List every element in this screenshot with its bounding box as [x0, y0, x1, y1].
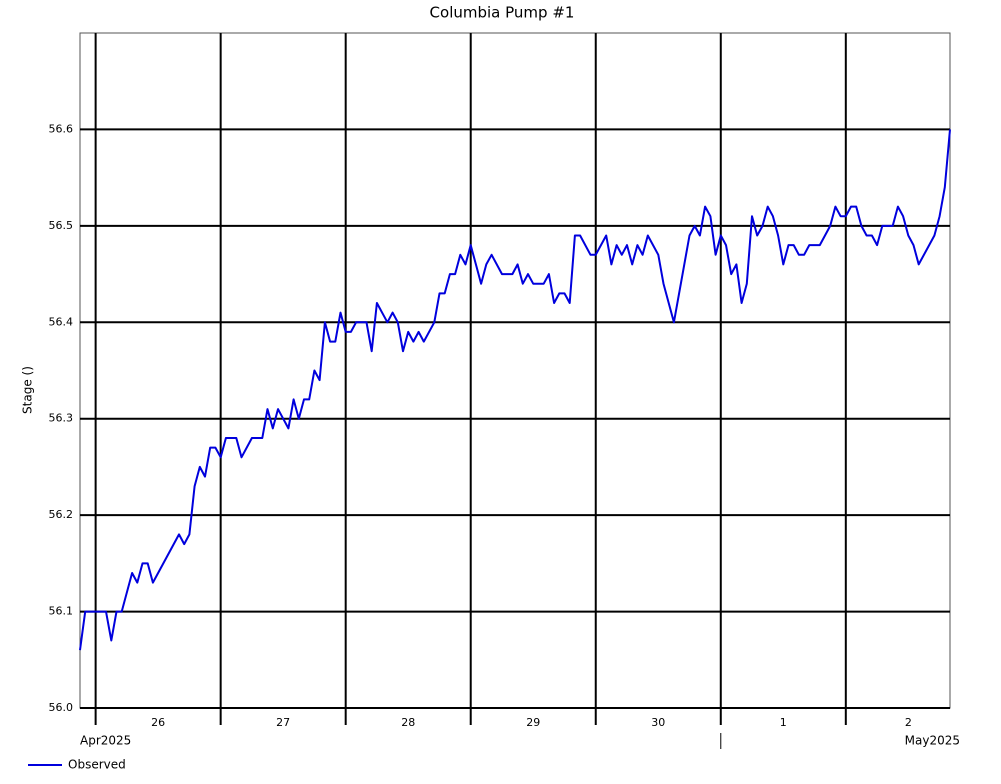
- plot-frame: [79, 32, 951, 709]
- x-tick-label: 29: [526, 716, 540, 729]
- y-tick-label: 56.2: [49, 508, 74, 521]
- x-tick-label: 27: [276, 716, 290, 729]
- y-tick-label: 56.6: [49, 122, 74, 135]
- y-tick-label: 56.1: [49, 605, 74, 618]
- x-tick-label: 26: [151, 716, 165, 729]
- y-tick-label: 56.0: [49, 701, 74, 714]
- y-axis-label: Stage (): [21, 366, 35, 414]
- month-label: Apr2025: [80, 734, 131, 748]
- y-tick-label: 56.3: [49, 412, 74, 425]
- chart-title: Columbia Pump #1: [430, 4, 575, 22]
- x-tick-label: 1: [780, 716, 787, 729]
- month-label: May2025: [905, 734, 960, 748]
- legend-label: Observed: [68, 758, 126, 772]
- y-tick-label: 56.4: [49, 315, 74, 328]
- x-tick-label: 28: [401, 716, 415, 729]
- x-tick-label: 2: [905, 716, 912, 729]
- x-tick-label: 30: [651, 716, 665, 729]
- series-line: [79, 129, 951, 651]
- y-tick-label: 56.5: [49, 219, 74, 232]
